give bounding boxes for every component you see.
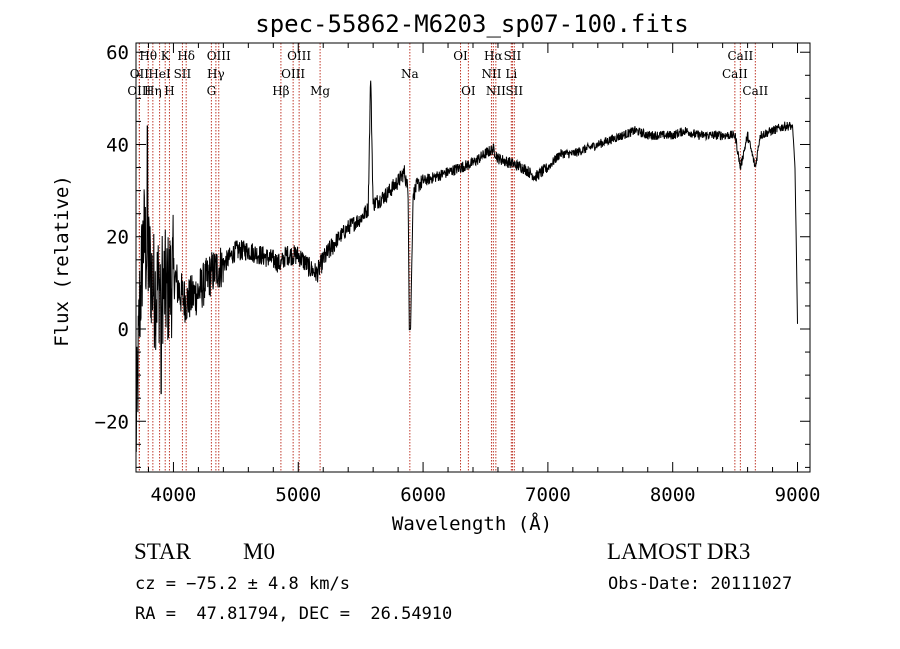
object-class: STAR — [134, 539, 191, 564]
line-label-12: Hβ — [272, 84, 289, 98]
sky-coordinates: RA = 47.81794, DEC = 26.54910 — [135, 604, 453, 624]
line-label-27: CaII — [742, 84, 768, 98]
chart-title: spec-55862-M6203_sp07-100.fits — [255, 10, 688, 38]
plot-frame — [135, 42, 811, 473]
spectral-line-markers — [138, 43, 756, 472]
line-label-16: Na — [401, 67, 419, 81]
object-subclass: M0 — [243, 539, 275, 564]
line-label-4: HeI — [148, 67, 171, 81]
x-tick-label-1: 5000 — [275, 484, 321, 506]
x-tick-label-3: 7000 — [525, 484, 571, 506]
x-tick-label-0: 4000 — [151, 484, 197, 506]
line-label-18: OI — [461, 84, 476, 98]
line-label-7: SII — [174, 67, 192, 81]
y-axis-label: Flux (relative) — [51, 175, 73, 347]
line-label-19: NII — [481, 67, 501, 81]
line-label-0: OII — [130, 67, 150, 81]
line-label-25: CaII — [722, 67, 748, 81]
line-label-11: OIII — [207, 49, 231, 63]
spectral-line-labels: OIIOIIIHθHηHeIKHSIIHδGHγOIIIHβOIIIOIIIMg… — [127, 49, 768, 98]
y-tick-label-0: −20 — [95, 411, 129, 433]
y-tick-label-3: 40 — [106, 134, 129, 156]
x-tick-label-5: 9000 — [775, 484, 821, 506]
x-tick-label-2: 6000 — [400, 484, 446, 506]
line-label-3: Hη — [144, 84, 162, 98]
axis-ticks: 4000 5000 6000 7000 8000 9000 −20 0 20 40 60 — [95, 42, 821, 506]
y-tick-label-2: 20 — [106, 227, 129, 249]
line-label-1: OIII — [127, 84, 151, 98]
line-label-6: H — [164, 84, 174, 98]
line-label-14: OIII — [287, 49, 311, 63]
y-tick-label-1: 0 — [118, 319, 129, 341]
line-label-24: SII — [505, 84, 523, 98]
x-tick-label-4: 8000 — [650, 484, 696, 506]
line-label-21: NII — [486, 84, 506, 98]
spectrum-series-line — [135, 80, 798, 453]
y-tick-label-4: 60 — [106, 42, 129, 64]
x-axis-label: Wavelength (Å) — [392, 512, 552, 535]
line-label-15: Mg — [310, 84, 330, 98]
line-label-26: CaII — [727, 49, 753, 63]
survey-name: LAMOST DR3 — [607, 539, 751, 564]
line-label-5: K — [161, 49, 171, 63]
line-label-10: Hγ — [207, 67, 225, 81]
line-label-8: Hδ — [177, 49, 195, 63]
redshift-velocity: cz = −75.2 ± 4.8 km/s — [135, 574, 350, 594]
line-label-22: Li — [505, 67, 517, 81]
line-label-20: Hα — [484, 49, 503, 63]
line-label-2: Hθ — [139, 49, 157, 63]
line-label-17: OI — [453, 49, 468, 63]
line-label-23: SII — [504, 49, 522, 63]
line-label-13: OIII — [281, 67, 305, 81]
line-label-9: G — [207, 84, 217, 98]
observation-date: Obs-Date: 20111027 — [608, 574, 793, 594]
